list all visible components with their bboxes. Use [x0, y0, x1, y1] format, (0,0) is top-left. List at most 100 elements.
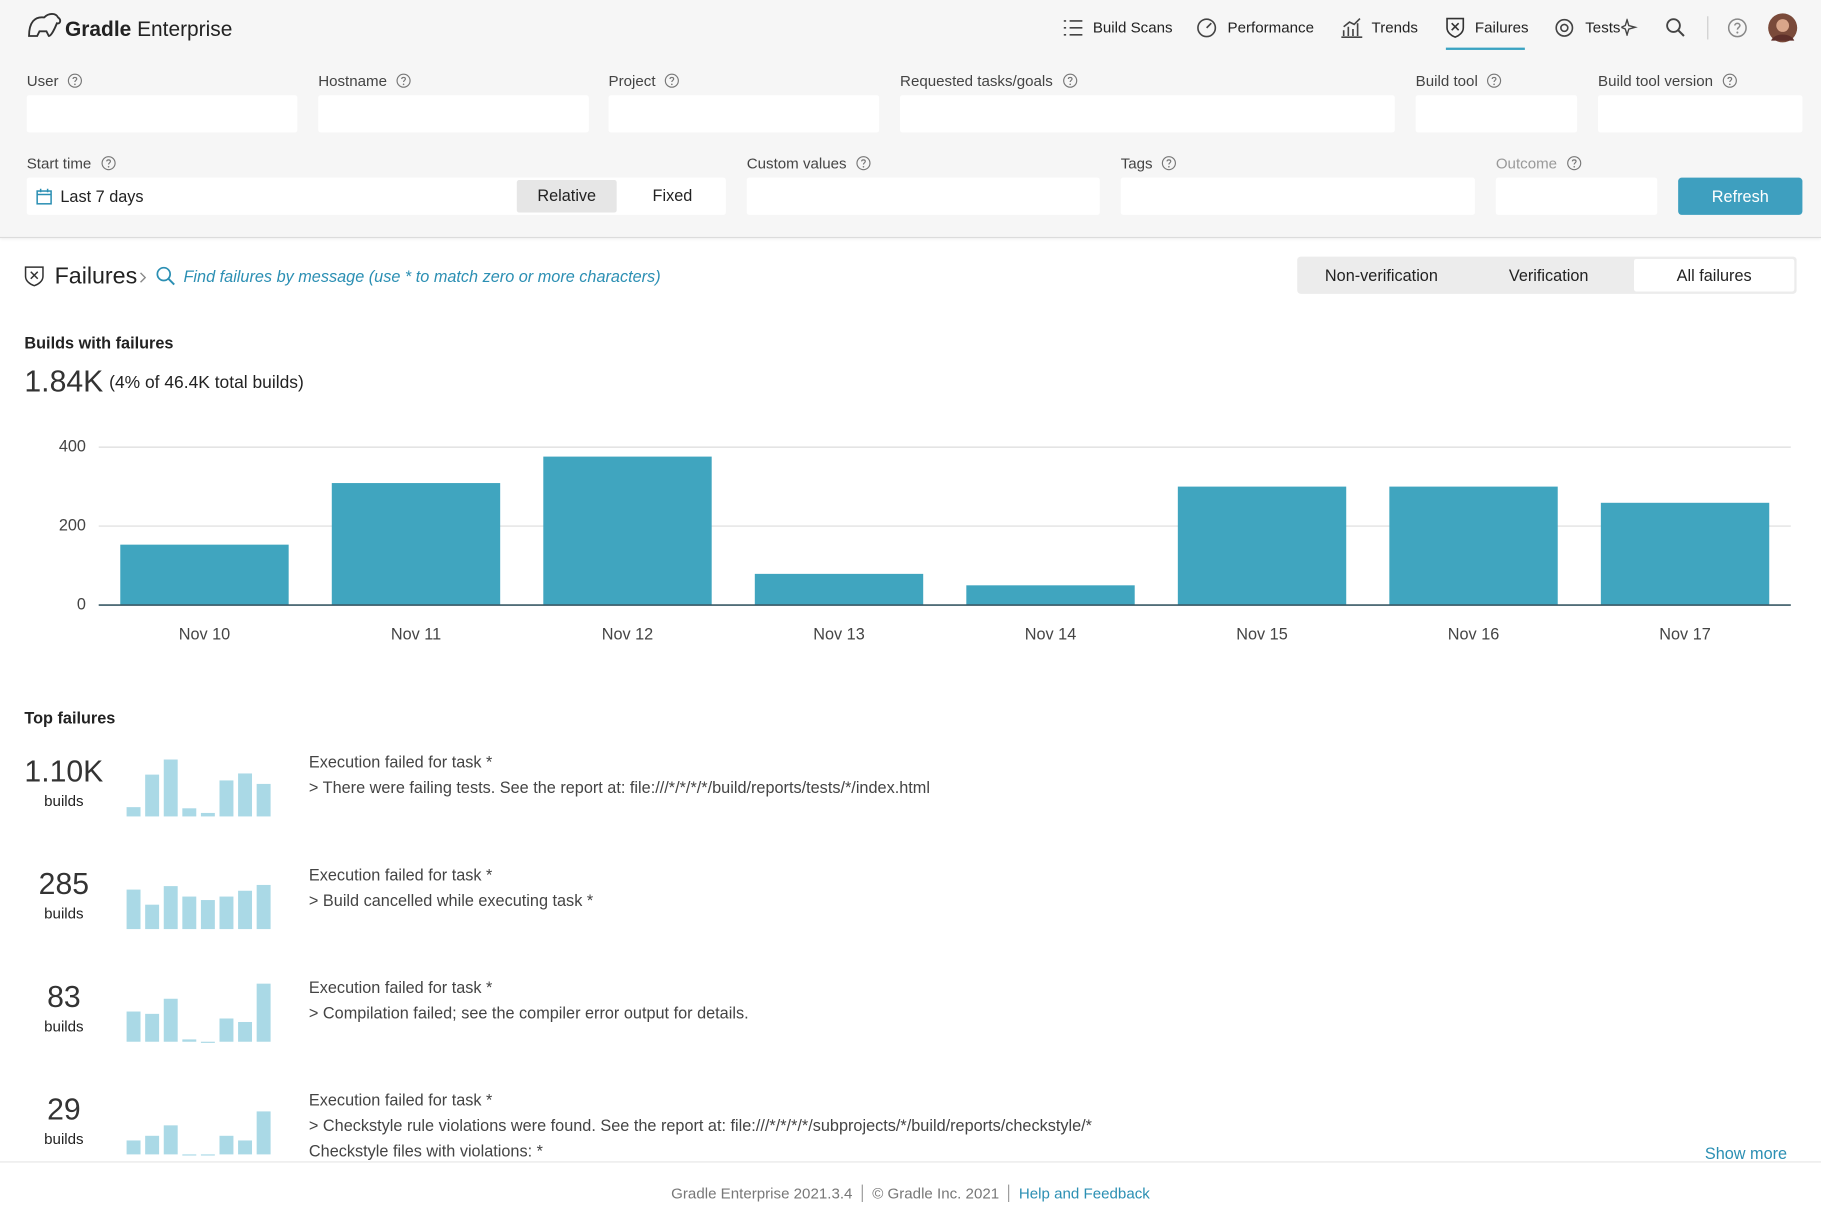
filter-label: Hostname [318, 72, 388, 90]
sparkle-icon [1621, 18, 1638, 37]
top-failures-title: Top failures [24, 708, 116, 728]
spark-bar [145, 774, 160, 817]
bar [1600, 502, 1770, 606]
spark-bar [219, 780, 234, 817]
filter-input[interactable] [1495, 177, 1658, 215]
filter-label: Outcome [1495, 154, 1558, 172]
failure-count: 83 [47, 979, 81, 1014]
mode-toggle[interactable]: Fixed [652, 185, 693, 205]
spark-bar [200, 1154, 215, 1156]
failure-count: 1.10K [24, 753, 104, 789]
x-tick-label: Nov 14 [1025, 626, 1077, 644]
help-icon[interactable] [1722, 73, 1737, 88]
bar [1389, 486, 1558, 606]
nav-item[interactable]: Build Scans [1092, 18, 1173, 37]
refresh-button[interactable]: Refresh [1678, 177, 1803, 215]
footer: Gradle Enterprise 2021.3.4 © Gradle Inc. … [0, 1161, 1821, 1219]
avatar[interactable] [1768, 13, 1798, 43]
failures-icon [24, 266, 44, 287]
help-icon[interactable] [1487, 73, 1502, 88]
spark-bar [200, 900, 215, 930]
help-icon[interactable] [68, 73, 83, 88]
tab[interactable]: Verification [1508, 265, 1589, 285]
failure-unit: builds [44, 904, 84, 923]
footer-version: Gradle Enterprise 2021.3.4 [671, 1184, 853, 1202]
help-icon[interactable] [1062, 73, 1077, 88]
section-title: Failures [54, 263, 138, 290]
spark-bar [219, 1018, 234, 1042]
failure-count: 285 [38, 866, 90, 902]
filter-input[interactable] [318, 95, 589, 133]
failure-message: Execution failed for task * [308, 977, 493, 997]
spark-bar [182, 896, 197, 930]
failure-unit: builds [44, 1129, 84, 1148]
chart: 0 200 400 Nov 10 Nov 11 Nov 12 Nov 13 Nov 14 Nov… [59, 437, 1791, 644]
help-icon[interactable] [1727, 17, 1748, 38]
failure-message: > Compilation failed; see the compiler e… [308, 1003, 749, 1022]
nav-icon [1555, 18, 1574, 37]
failure-count: 29 [47, 1091, 81, 1127]
spark-bar [238, 1021, 253, 1042]
x-tick-label: Nov 11 [391, 626, 441, 644]
filter-input[interactable] [1415, 95, 1578, 133]
tab[interactable]: All failures [1676, 265, 1752, 285]
spark-bar [163, 998, 178, 1042]
nav-item[interactable]: Performance [1227, 18, 1314, 37]
help-icon[interactable] [396, 73, 411, 88]
filter-input[interactable] [746, 177, 1100, 215]
spark-bar [163, 1125, 178, 1155]
filter-input[interactable] [1120, 177, 1475, 215]
failure-unit: builds [44, 792, 84, 810]
spark-bar [200, 812, 215, 817]
failure-message: Checkstyle files with violations: * [308, 1141, 543, 1161]
tab[interactable]: Non-verification [1324, 265, 1438, 285]
spark-bar [163, 759, 178, 817]
nav-item[interactable]: Tests [1585, 18, 1621, 37]
search-icon[interactable] [1665, 17, 1686, 38]
failure-message: Execution failed for task * [308, 1090, 493, 1110]
failure-message: Execution failed for task * [308, 752, 493, 772]
filter-input[interactable] [26, 95, 298, 133]
help-icon[interactable] [856, 156, 871, 171]
spark-bar [238, 773, 253, 817]
nav-item[interactable]: Failures [1474, 18, 1529, 37]
spark-bar [200, 1041, 215, 1043]
failure-message: Execution failed for task * [308, 865, 493, 884]
nav-item[interactable]: Trends [1371, 18, 1418, 37]
filter-input[interactable] [608, 95, 880, 133]
y-tick-label: 400 [59, 437, 86, 455]
brand: Gradle Enterprise [65, 17, 232, 41]
filter-input[interactable] [900, 95, 1395, 133]
spark-bar [126, 807, 141, 817]
bar [120, 544, 289, 606]
spark-bar [182, 1039, 197, 1042]
spark-bar [182, 808, 197, 817]
x-tick-label: Nov 15 [1236, 626, 1288, 644]
x-tick-label: Nov 12 [602, 626, 654, 644]
bar [966, 585, 1135, 606]
mode-toggle[interactable]: Relative [537, 185, 597, 205]
nav-icon [1341, 18, 1363, 38]
filter-label: Build tool [1415, 72, 1478, 90]
help-icon[interactable] [1162, 156, 1177, 171]
logo [28, 13, 62, 37]
failure-search[interactable]: Find failures by message (use * to match… [183, 267, 661, 286]
brand-bold: Gradle [65, 17, 132, 41]
show-more[interactable]: Show more [1704, 1143, 1788, 1163]
filter-label: Tags [1120, 154, 1153, 172]
footer-help[interactable]: Help and Feedback [1008, 1184, 1150, 1202]
help-icon[interactable] [101, 156, 116, 171]
help-icon[interactable] [1566, 156, 1582, 171]
help-icon[interactable] [665, 73, 680, 88]
spark-bar [126, 1011, 141, 1042]
calendar-icon [36, 188, 52, 205]
nav-icon [1197, 18, 1217, 38]
filter-input[interactable] [1598, 95, 1803, 133]
failure-unit: builds [44, 1017, 84, 1035]
x-tick-label: Nov 10 [179, 626, 231, 644]
nav-icon [1063, 20, 1083, 36]
nav-icon [1446, 17, 1465, 39]
bar [1177, 486, 1347, 606]
